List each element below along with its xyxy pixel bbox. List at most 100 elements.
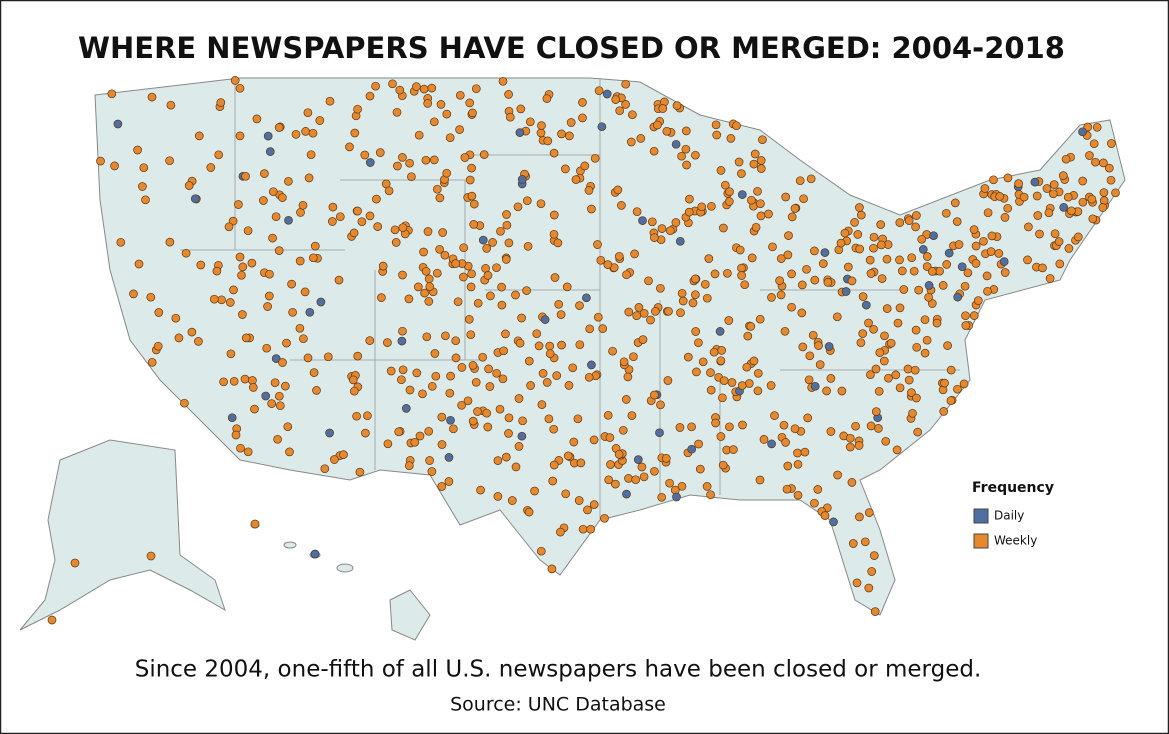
closure-dot [225,298,235,307]
closure-dot [832,312,842,322]
closure-dot [877,274,887,283]
closure-dot [348,375,358,385]
closure-dot [664,306,673,316]
closure-dot [953,292,963,302]
closure-dot [912,211,921,220]
closure-dot [129,289,138,299]
closure-dot [597,122,607,132]
closure-dot [855,512,864,522]
closure-dot [845,433,855,443]
closure-dot [895,255,904,265]
closure-dot [424,274,434,284]
closure-dot [423,99,433,108]
closure-dot [424,297,434,306]
closure-dot [384,186,394,196]
closure-dot [747,195,756,205]
closure-dot [219,377,228,387]
closure-dot [740,280,750,290]
closure-dot [214,150,224,160]
closure-dot [626,137,636,147]
closure-dot [994,249,1004,258]
closure-dot [1032,191,1042,201]
closure-dot [598,324,608,333]
closure-dot [653,120,662,130]
closure-dot [252,114,262,124]
closure-dot [702,293,712,303]
closure-dot [505,112,515,122]
closure-dot [547,564,557,574]
closure-dot [681,126,691,136]
closure-dot [330,455,339,464]
closure-dot [455,90,465,100]
closure-dot [134,259,144,269]
closure-dot [187,327,197,337]
closure-dot [504,238,514,248]
closure-dot [268,187,278,197]
closure-dot [575,340,585,350]
closure-dot [171,313,181,323]
closure-dot [692,367,701,377]
closure-dot [552,371,562,380]
closure-dot [1042,184,1052,193]
closure-dot [397,336,407,346]
legend-swatch [973,508,989,524]
closure-dot [636,134,646,143]
closure-dot [1061,154,1071,164]
closure-dot [704,254,714,263]
closure-dot [895,383,905,393]
closure-dot [568,363,578,373]
closure-dot [564,381,574,390]
closure-dot [687,422,696,432]
closure-dot [442,109,452,119]
closure-dot [695,464,705,474]
closure-dot [650,466,659,476]
closure-dot [657,224,667,233]
closure-dot [593,312,603,322]
closure-dot [238,262,248,272]
closure-dot [649,146,659,156]
closure-dot [677,481,687,491]
closure-dot [573,414,583,424]
closure-dot [397,375,406,385]
closure-dot [375,148,385,157]
closure-dot [549,424,559,434]
closure-dot [924,292,933,302]
closure-dot [738,420,747,430]
closure-dot [423,227,433,236]
closure-dot [1089,139,1099,149]
closure-dot [875,348,885,357]
closure-dot [267,399,277,408]
closure-dot [737,381,747,390]
closure-dot [1058,171,1068,180]
closure-dot [822,386,831,396]
closure-dot [398,326,407,336]
closure-dot [398,270,407,280]
closure-dot [271,212,281,222]
closure-dot [917,234,927,244]
closure-dot [401,404,411,413]
closure-dot [479,150,489,159]
closure-dot [320,464,330,474]
closure-dot [1055,259,1065,269]
closure-dot [1044,208,1054,218]
closure-dot [468,361,478,370]
closure-dot [469,199,479,209]
closure-dot [914,285,924,295]
closure-dot [240,374,250,384]
closure-dot [979,236,988,246]
closure-dot [725,187,734,197]
closure-dot [261,391,271,401]
closure-dot [624,474,633,483]
closure-dot [799,194,808,204]
closure-dot [174,333,184,343]
closure-dot [113,119,123,129]
closure-dot [398,365,408,375]
closure-dot [1064,244,1074,253]
closure-dot [1063,192,1073,202]
closure-dot [110,161,119,171]
closure-dot [969,225,979,234]
closure-dot [776,254,786,263]
closure-dot [614,449,624,459]
closure-dot [96,156,105,166]
closure-dot [466,330,476,340]
